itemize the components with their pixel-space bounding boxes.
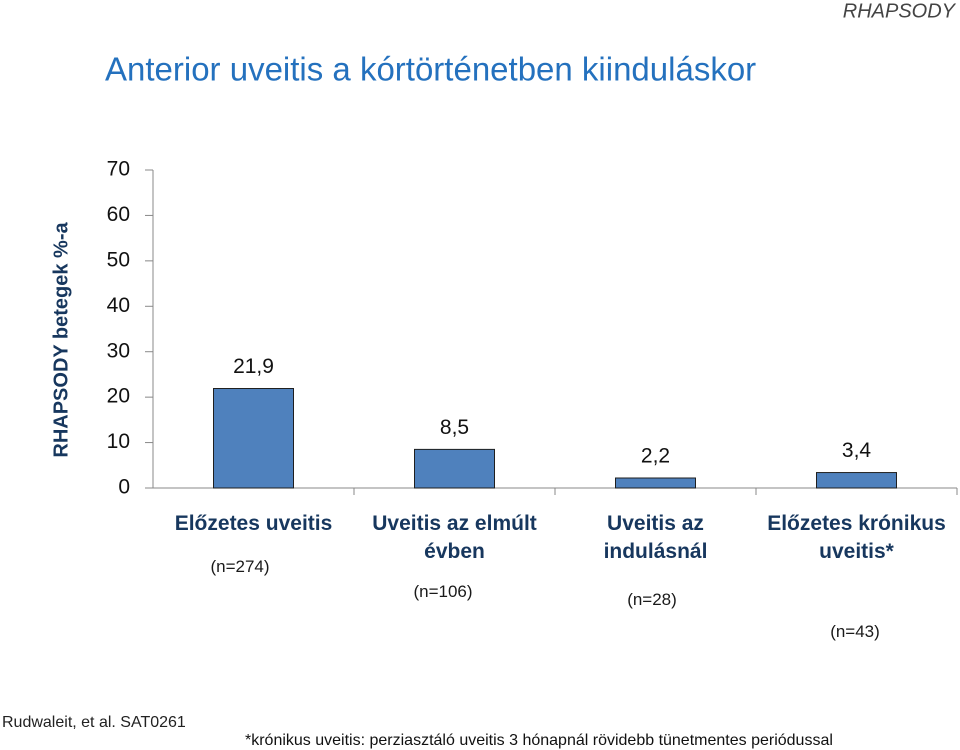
x-tick-label: Előzetes krónikus uveitis* xyxy=(767,512,946,563)
header: RHAPSODY xyxy=(843,0,957,22)
bar xyxy=(615,477,696,489)
chart-title: Anterior uveitis a kórtörténetben kiindu… xyxy=(105,51,756,88)
y-tick-label: 30 xyxy=(107,339,130,362)
x-tick-label: Uveitis az elmúlt évben xyxy=(372,512,537,563)
bar xyxy=(414,448,495,489)
y-tick-label: 10 xyxy=(107,430,130,453)
sample-size: (n=106) xyxy=(413,582,473,601)
x-tick-label: Előzetes uveitis xyxy=(174,512,333,535)
y-tick-label: 60 xyxy=(107,203,130,226)
bar xyxy=(816,472,897,489)
value-label: 21,9 xyxy=(233,355,274,378)
sample-size: (n=28) xyxy=(627,590,677,609)
y-axis-label: RHAPSODY betegek %-a xyxy=(50,222,72,458)
value-label: 8,5 xyxy=(440,416,469,439)
sample-size: (n=274) xyxy=(210,557,270,576)
value-label: 2,2 xyxy=(641,445,670,468)
y-tick-label: 0 xyxy=(118,476,130,499)
y-tick-label: 70 xyxy=(107,158,130,181)
y-tick-label: 40 xyxy=(107,294,130,317)
y-tick-label: 50 xyxy=(107,248,130,271)
y-tick-label: 20 xyxy=(107,385,130,408)
sample-size: (n=43) xyxy=(830,622,880,641)
source: Rudwaleit, et al. SAT0261 xyxy=(2,714,186,731)
bar xyxy=(213,388,294,489)
x-tick-label: Uveitis az indulásnál xyxy=(603,512,708,563)
footnote: *krónikus uveitis: perziasztáló uveitis … xyxy=(245,732,833,749)
value-label: 3,4 xyxy=(842,439,872,462)
